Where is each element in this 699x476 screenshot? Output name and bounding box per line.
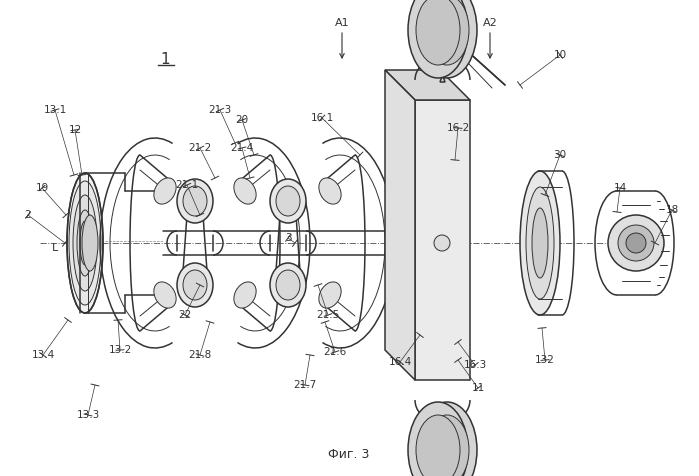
Text: 21.8: 21.8 [188, 350, 212, 360]
Ellipse shape [526, 187, 554, 299]
Ellipse shape [532, 208, 548, 278]
Circle shape [608, 215, 664, 271]
Ellipse shape [416, 415, 460, 476]
Text: Фиг. 3: Фиг. 3 [329, 448, 370, 462]
Text: 13.2: 13.2 [108, 345, 131, 355]
Text: 30: 30 [554, 150, 567, 160]
Text: 22: 22 [178, 310, 192, 320]
Ellipse shape [408, 402, 468, 476]
Ellipse shape [82, 215, 98, 271]
Text: 16.3: 16.3 [463, 360, 487, 370]
Circle shape [434, 235, 450, 251]
Text: 10: 10 [554, 50, 567, 60]
Text: 21.2: 21.2 [188, 143, 212, 153]
Ellipse shape [319, 282, 341, 308]
Ellipse shape [270, 263, 306, 307]
Ellipse shape [408, 0, 468, 78]
Text: 13.4: 13.4 [31, 350, 55, 360]
Text: 13.3: 13.3 [76, 410, 100, 420]
Text: 11: 11 [471, 383, 484, 393]
Text: A2: A2 [482, 18, 498, 28]
Text: 21.4: 21.4 [231, 143, 254, 153]
Text: 20: 20 [236, 115, 249, 125]
Text: 3: 3 [284, 233, 291, 243]
Ellipse shape [276, 186, 300, 216]
Text: 21.5: 21.5 [317, 310, 340, 320]
Text: 21.1: 21.1 [175, 180, 199, 190]
Circle shape [618, 225, 654, 261]
Polygon shape [430, 40, 455, 82]
Text: L: L [52, 243, 58, 253]
Text: 16.2: 16.2 [447, 123, 470, 133]
Text: 16.1: 16.1 [310, 113, 333, 123]
Ellipse shape [77, 210, 93, 276]
Ellipse shape [276, 270, 300, 300]
Circle shape [626, 233, 646, 253]
Text: 19: 19 [36, 183, 49, 193]
Text: 21.6: 21.6 [324, 347, 347, 357]
Ellipse shape [417, 0, 477, 78]
Ellipse shape [183, 186, 207, 216]
Ellipse shape [234, 282, 256, 308]
Text: 21.7: 21.7 [294, 380, 317, 390]
Ellipse shape [417, 402, 477, 476]
Ellipse shape [416, 0, 460, 65]
Ellipse shape [319, 178, 341, 204]
Polygon shape [385, 70, 470, 100]
Text: 12: 12 [69, 125, 82, 135]
Text: 16.4: 16.4 [389, 357, 412, 367]
Polygon shape [385, 70, 415, 380]
Ellipse shape [234, 178, 256, 204]
Ellipse shape [67, 173, 103, 313]
Text: A1: A1 [335, 18, 350, 28]
Text: 132: 132 [535, 355, 555, 365]
Ellipse shape [154, 178, 176, 204]
Ellipse shape [154, 282, 176, 308]
Polygon shape [415, 100, 470, 380]
Ellipse shape [425, 415, 469, 476]
Ellipse shape [520, 171, 560, 315]
Text: 1: 1 [160, 52, 170, 68]
Ellipse shape [270, 179, 306, 223]
Ellipse shape [69, 181, 101, 305]
Text: 2: 2 [24, 210, 31, 220]
Ellipse shape [177, 179, 213, 223]
Ellipse shape [425, 0, 469, 65]
Text: 14: 14 [614, 183, 626, 193]
Text: 13.1: 13.1 [43, 105, 66, 115]
Text: 18: 18 [665, 205, 679, 215]
Ellipse shape [177, 263, 213, 307]
Ellipse shape [183, 270, 207, 300]
Text: 21.3: 21.3 [208, 105, 231, 115]
Ellipse shape [73, 195, 97, 291]
Ellipse shape [80, 221, 90, 265]
